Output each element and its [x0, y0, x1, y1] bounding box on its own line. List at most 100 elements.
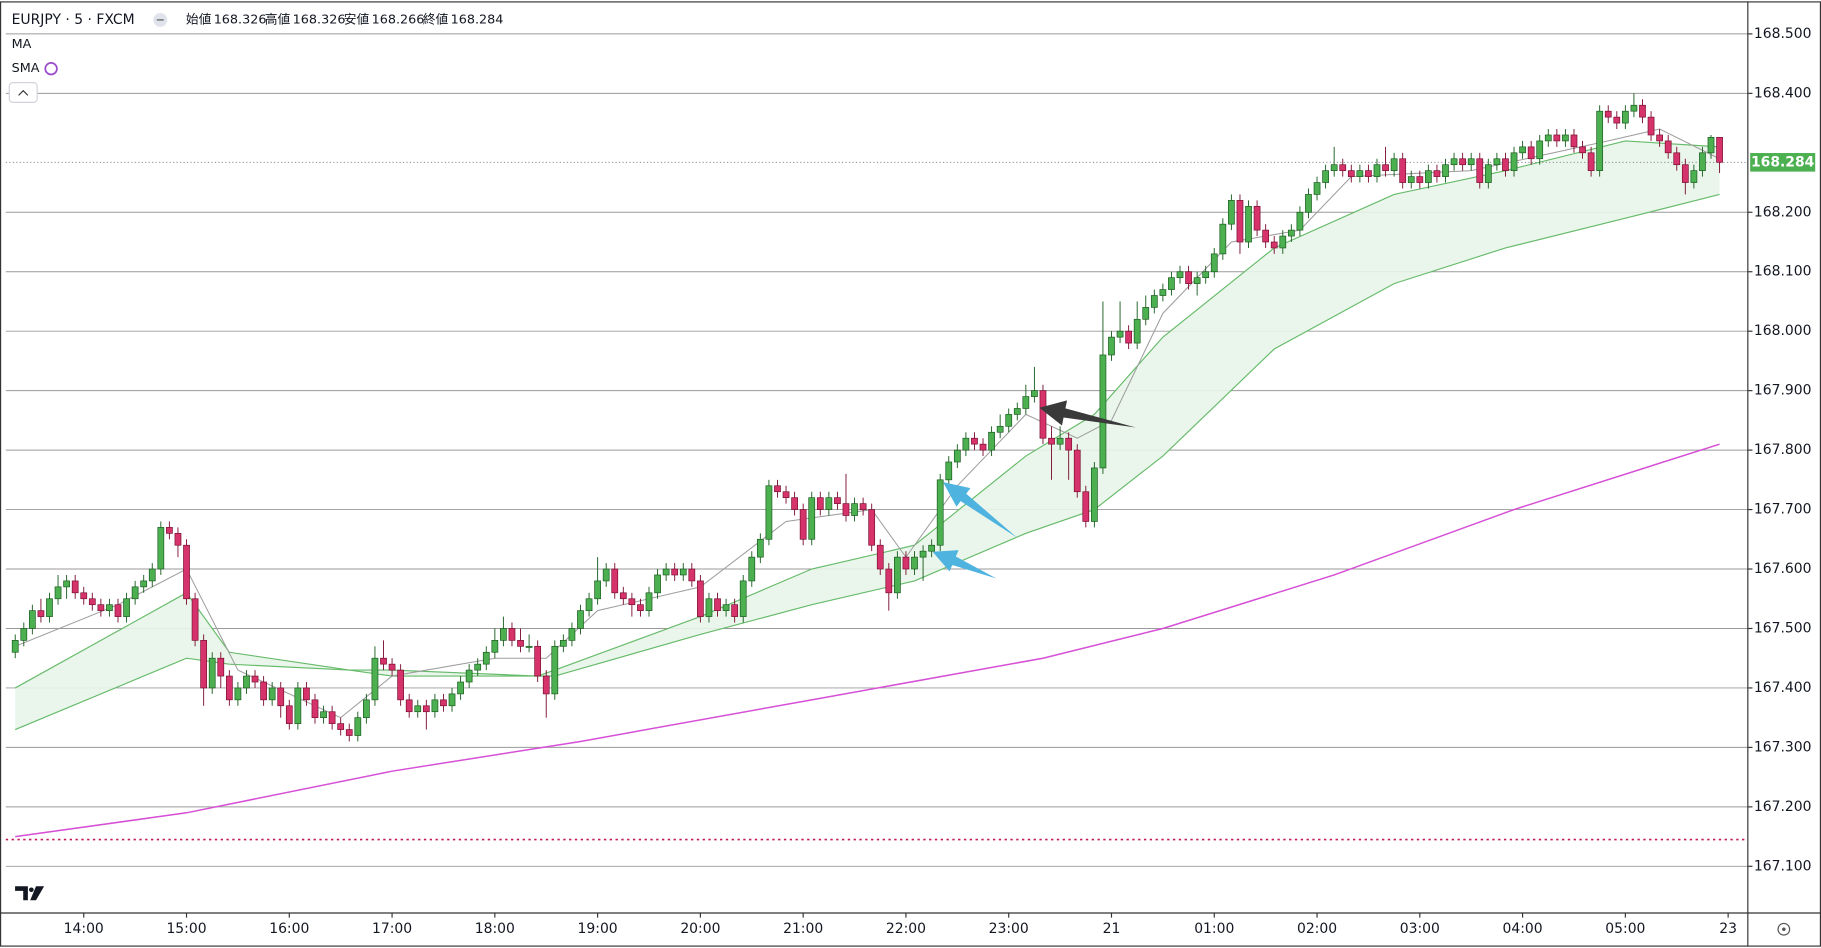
candle-body — [825, 497, 833, 510]
candle-body — [842, 503, 850, 516]
candle-body — [174, 532, 182, 546]
candle-body — [542, 675, 550, 695]
candle-body — [1639, 104, 1646, 118]
candle-body — [568, 628, 576, 641]
candle-body — [936, 479, 944, 546]
candle-body — [1262, 229, 1270, 243]
x-tick-label: 14:00 — [64, 921, 104, 937]
candle-body — [1108, 336, 1115, 356]
candle-body — [577, 610, 584, 629]
candle-body — [1716, 137, 1723, 163]
ohlc-label: 始値 — [186, 11, 212, 27]
candle-body — [1322, 170, 1329, 183]
settings-icon[interactable] — [1777, 922, 1791, 936]
candle-body — [1133, 318, 1141, 344]
ohlc-label: 高値 — [265, 11, 291, 27]
candle-body — [37, 610, 45, 617]
candle-body — [1476, 158, 1484, 183]
candle-body — [1219, 223, 1227, 255]
candle-body — [457, 681, 464, 695]
candle-body — [388, 663, 396, 671]
collapse-button[interactable] — [8, 82, 38, 103]
symbol: EURJPY · 5 · FXCM — [12, 12, 135, 28]
candle-body — [243, 675, 250, 689]
candle-body — [1699, 152, 1706, 171]
candle-body — [697, 580, 704, 617]
candle-body — [756, 538, 764, 558]
x-tick-label: 21:00 — [783, 921, 823, 937]
candle-body — [1647, 116, 1655, 136]
x-tick-label: 20:00 — [680, 921, 720, 937]
candle-body — [911, 556, 918, 570]
x-tick-label: 04:00 — [1503, 921, 1543, 937]
candle-body — [1356, 170, 1364, 177]
candle-body — [1048, 437, 1055, 445]
candle-body — [1090, 467, 1098, 522]
candle-body — [1125, 330, 1132, 344]
candle-body — [816, 497, 824, 510]
candle-body — [380, 657, 387, 665]
candle-body — [491, 640, 499, 653]
candle-body — [345, 729, 353, 736]
candle-body — [405, 699, 413, 713]
indicator-name: MA — [12, 37, 32, 52]
candle-body — [88, 598, 96, 606]
y-tick-label: 168.200 — [1754, 204, 1812, 220]
candle-body — [962, 437, 970, 451]
candle-body — [851, 503, 858, 516]
candle-body — [662, 568, 670, 576]
chevron — [18, 89, 29, 96]
candle-body — [106, 604, 113, 611]
candle-body — [260, 681, 267, 701]
candle-body — [637, 604, 644, 611]
reload-icon[interactable] — [44, 62, 58, 76]
candle-body — [268, 687, 276, 701]
candle-body — [1150, 295, 1158, 308]
candle-body — [1450, 158, 1458, 166]
candle-body — [1621, 110, 1629, 124]
candle-body — [945, 461, 953, 481]
candle-body — [157, 527, 165, 570]
indicator-name: SMA — [12, 61, 40, 76]
candle-body — [996, 425, 1004, 433]
candle-body — [1228, 200, 1235, 225]
candle-body — [363, 699, 370, 719]
candle-body — [371, 657, 379, 701]
candle-body — [311, 699, 319, 719]
candle-body — [63, 580, 70, 588]
candle-body — [1039, 390, 1047, 439]
y-tick-label: 167.600 — [1754, 561, 1812, 577]
y-tick-label: 167.200 — [1754, 799, 1812, 815]
candle-body — [705, 598, 713, 617]
ohlc-value: 168.326 — [293, 12, 346, 27]
candle-body — [1544, 134, 1552, 142]
candle-body — [328, 711, 336, 724]
last-price-label: 168.284 — [1751, 154, 1815, 170]
candle-body — [1099, 354, 1107, 469]
candle-body — [1519, 146, 1526, 154]
candle-body — [234, 687, 242, 701]
x-tick-label: 22:00 — [886, 921, 926, 937]
x-tick-label: 02:00 — [1297, 921, 1337, 937]
candle-body — [1502, 158, 1509, 171]
x-tick-label: 17:00 — [372, 921, 412, 937]
candle-body — [1587, 152, 1595, 171]
candle-body — [1416, 176, 1424, 183]
candles — [11, 93, 1723, 742]
candle-body — [183, 544, 190, 600]
candle-body — [876, 544, 884, 570]
x-tick-label: 16:00 — [269, 921, 309, 937]
ma-cloud-upper — [14, 140, 1720, 689]
candle-body — [1536, 140, 1544, 160]
candle-body — [1245, 205, 1252, 243]
candle-body — [559, 640, 567, 647]
candle-body — [1510, 152, 1518, 171]
arrow — [943, 482, 1018, 538]
candle-body — [602, 568, 610, 582]
candle-body — [791, 497, 798, 510]
x-tick-label: 19:00 — [578, 921, 618, 937]
y-tick-label: 167.900 — [1754, 383, 1812, 399]
candle-body — [440, 699, 447, 707]
candle-body — [114, 604, 122, 617]
